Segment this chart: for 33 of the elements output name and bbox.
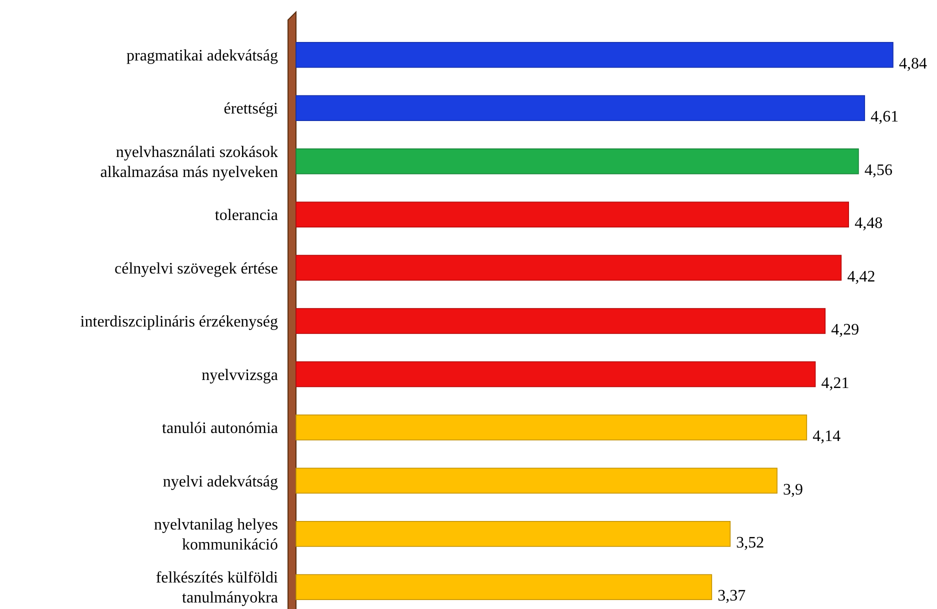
- data-label: 4,14: [812, 428, 841, 446]
- bar: [296, 520, 731, 547]
- data-label: 4,29: [831, 322, 860, 339]
- y-tick-label: nyelvtanilag helyes kommunikáció: [154, 516, 278, 554]
- y-tick-label: nyelvhasználati szokások alkalmazása más nyelveken: [100, 144, 278, 181]
- data-label: 3,37: [718, 588, 746, 605]
- bar: [296, 361, 816, 388]
- data-label: 4,61: [870, 108, 899, 126]
- y-tick-label: tolerancia: [214, 207, 278, 224]
- bar: [296, 308, 826, 334]
- y-tick-label: nyelvi adekvátság: [162, 473, 278, 490]
- y-tick-label: célnyelvi szövegek értése: [114, 260, 278, 278]
- y-tick-label: pragmatikai adekvátság: [126, 47, 278, 64]
- y-tick-label: felkészítés külföldi tanulmányokra: [156, 570, 279, 607]
- bar: [296, 468, 778, 494]
- data-label: 4,42: [847, 268, 876, 286]
- data-label: 4,48: [854, 215, 883, 232]
- bar: [296, 95, 866, 122]
- bar: [296, 202, 849, 228]
- data-label: 4,84: [899, 55, 927, 72]
- y-tick-label: nyelvvizsga: [202, 366, 278, 384]
- bar: [296, 414, 808, 440]
- bar: [296, 574, 712, 600]
- data-label: 4,56: [864, 162, 892, 179]
- data-label: 3,9: [783, 481, 804, 498]
- data-label: 3,52: [736, 534, 764, 552]
- bar: [296, 42, 894, 68]
- bar: [296, 148, 859, 174]
- y-tick-label: tanulói autonómia: [162, 420, 278, 438]
- y-tick-label: interdiszciplináris érzékenység: [80, 314, 278, 331]
- bar: [296, 254, 842, 281]
- data-label: 4,21: [821, 374, 850, 392]
- y-tick-label: érettségi: [224, 100, 279, 118]
